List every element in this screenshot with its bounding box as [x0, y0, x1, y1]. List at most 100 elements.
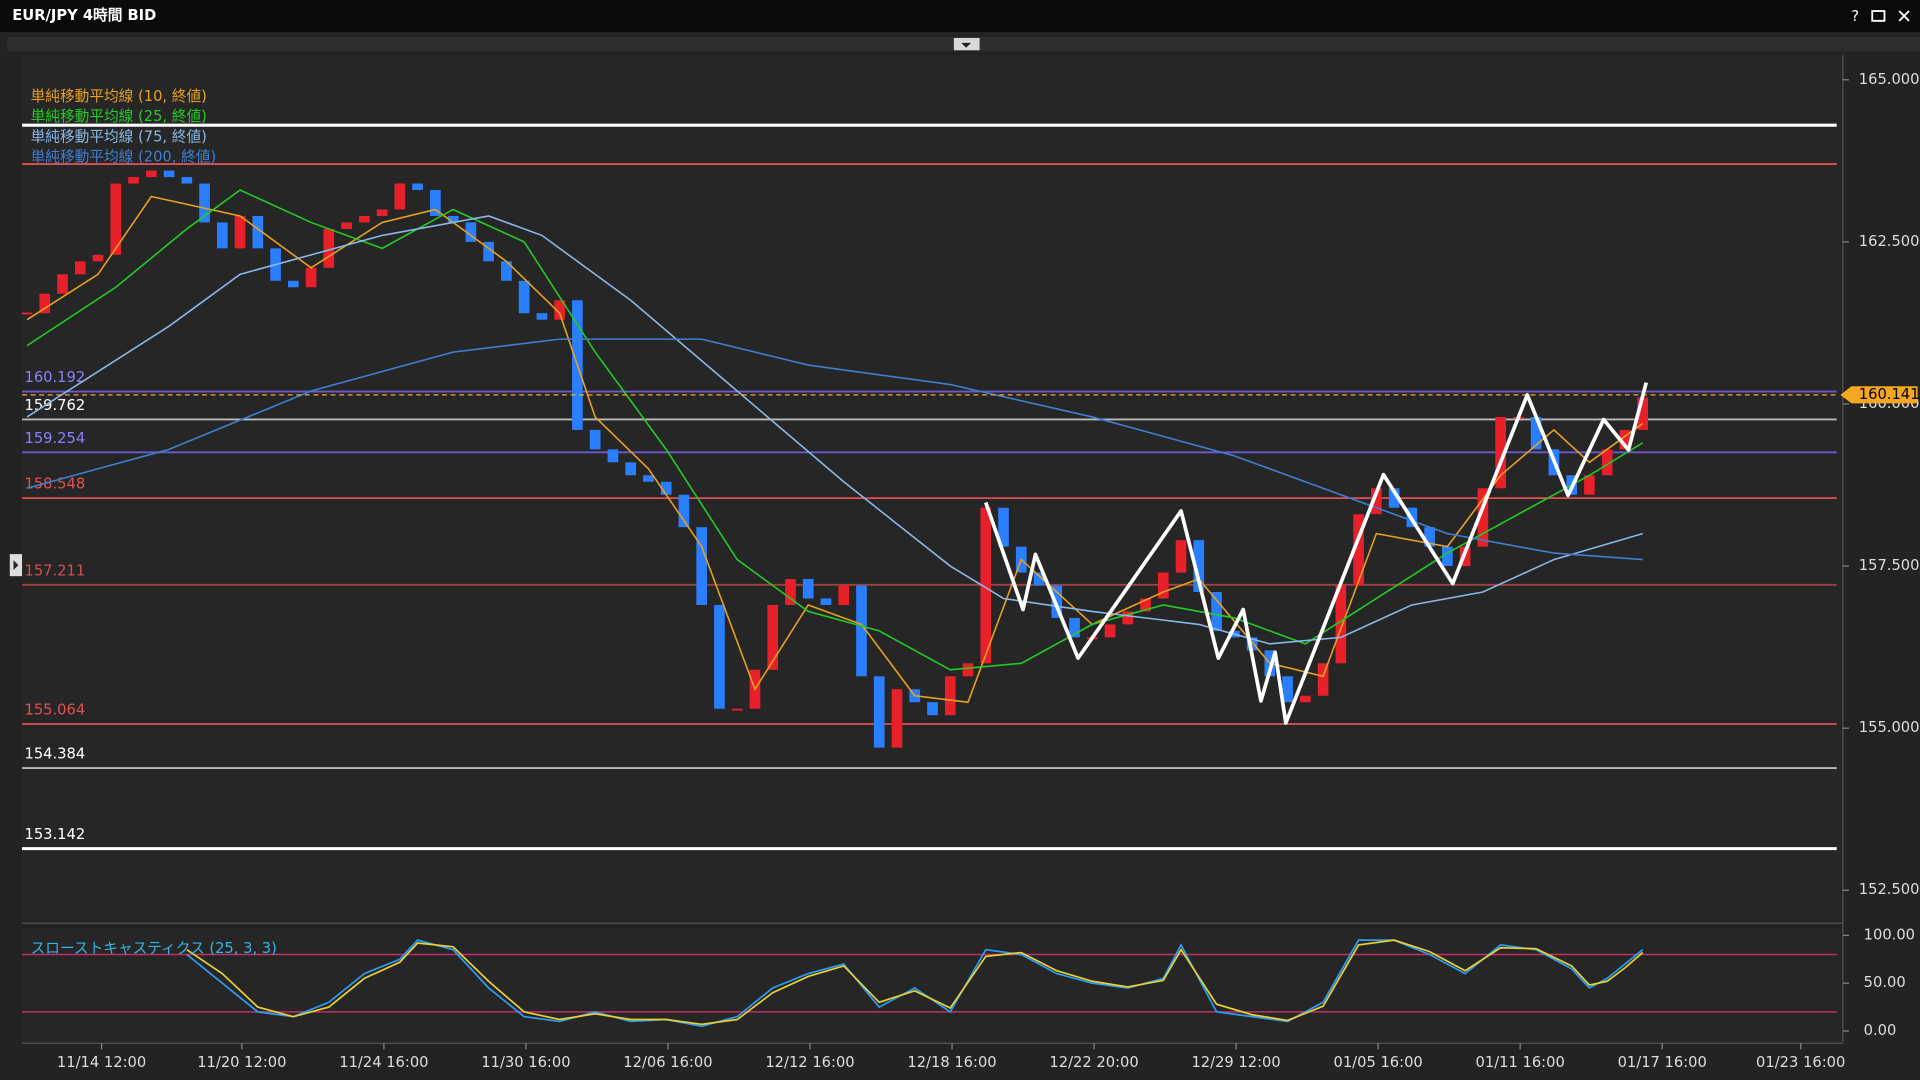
candle: [483, 241, 494, 262]
candle: [1477, 488, 1489, 547]
candle: [199, 183, 210, 223]
legend-entry: 単純移動平均線 (25, 終値): [31, 108, 207, 125]
x-tick-label: 11/24 16:00: [339, 1054, 428, 1071]
candle: [962, 663, 974, 677]
candle: [891, 689, 903, 748]
candle: [660, 481, 672, 495]
candle: [1211, 591, 1222, 631]
candle: [1335, 585, 1347, 664]
level-label: 154.384: [24, 746, 85, 763]
candle: [1193, 540, 1205, 592]
moving-average: [26, 215, 1643, 645]
candle: [1246, 637, 1258, 651]
candle: [696, 527, 708, 605]
candle: [1637, 397, 1649, 430]
moving-average: [26, 195, 1644, 704]
x-tick-label: 11/20 12:00: [197, 1054, 286, 1071]
candle: [1530, 416, 1542, 450]
candle: [1300, 695, 1311, 703]
close-button[interactable]: [1898, 10, 1910, 22]
y-tick-label: 152.500: [1859, 881, 1920, 898]
candle: [145, 170, 157, 178]
candle: [1069, 617, 1080, 638]
x-tick-label: 01/17 16:00: [1618, 1054, 1707, 1071]
candle: [305, 267, 317, 288]
candle: [216, 222, 228, 249]
candle: [678, 494, 690, 528]
candle: [731, 708, 743, 711]
candle: [394, 183, 406, 210]
x-tick-label: 01/23 16:00: [1756, 1054, 1845, 1071]
candle: [234, 215, 246, 249]
plot-layer: 165.000162.500160.000157.500155.000152.5…: [21, 71, 1920, 1071]
price-panel: [22, 55, 1843, 920]
candle: [39, 293, 51, 314]
candle: [74, 261, 86, 275]
x-tick-label: 12/29 12:00: [1191, 1054, 1280, 1071]
x-tick-label: 12/18 16:00: [907, 1054, 996, 1071]
y-tick-label: 165.000: [1859, 71, 1920, 88]
candle: [1353, 514, 1364, 586]
candle: [554, 300, 565, 320]
moving-average: [26, 338, 1643, 561]
candle: [430, 190, 441, 216]
side-toggle-arrow: [13, 560, 19, 571]
last-price-box: [1840, 386, 1918, 404]
level-label: 158.548: [24, 476, 85, 493]
title-bar: [0, 0, 1920, 32]
candle: [1424, 527, 1435, 547]
candle: [536, 313, 548, 320]
candle: [376, 209, 388, 216]
zigzag-drawing: [984, 382, 1649, 725]
stochastic-line: [186, 939, 1644, 1028]
y-tick-label: 0.00: [1864, 1022, 1897, 1039]
candle: [518, 280, 530, 314]
candle: [873, 676, 885, 748]
candle: [1584, 475, 1595, 495]
candle: [1033, 572, 1045, 586]
candle: [802, 579, 814, 599]
last-price-label: 160.141: [1859, 386, 1920, 403]
stochastic-line: [186, 939, 1644, 1026]
candle: [465, 222, 477, 242]
legend-entry: 単純移動平均線 (10, 終値): [31, 88, 207, 105]
level-label: 153.142: [24, 826, 85, 843]
x-tick-label: 12/22 20:00: [1049, 1054, 1138, 1071]
candle: [288, 280, 299, 288]
candle: [1122, 611, 1134, 625]
candle: [998, 507, 1009, 547]
x-tick-label: 12/06 16:00: [623, 1054, 712, 1071]
candle: [501, 261, 512, 281]
level-label: 157.211: [24, 562, 85, 579]
candle: [1619, 429, 1631, 450]
candle: [1388, 488, 1400, 508]
candle: [323, 228, 335, 268]
candle: [181, 177, 193, 184]
candle: [767, 604, 779, 670]
x-tick-label: 12/12 16:00: [765, 1054, 854, 1071]
candle: [625, 462, 636, 476]
help-button[interactable]: ?: [1851, 8, 1859, 25]
legend-entry: 単純移動平均線 (75, 終値): [31, 128, 207, 145]
candle: [128, 177, 139, 184]
level-label: 160.192: [24, 369, 85, 386]
candle: [1104, 624, 1116, 638]
candle: [856, 585, 867, 677]
candle: [944, 676, 956, 716]
y-tick-label: 155.000: [1859, 719, 1920, 736]
candle: [412, 183, 423, 191]
maximize-button[interactable]: [1871, 10, 1886, 22]
dropdown-arrow: [961, 42, 972, 48]
moving-average: [26, 189, 1644, 671]
candle: [57, 274, 68, 294]
candle: [1317, 663, 1329, 696]
window-title: EUR/JPY 4時間 BID: [12, 6, 156, 24]
candle: [820, 598, 832, 605]
level-label: 155.064: [24, 702, 85, 719]
candle: [341, 222, 352, 229]
candle: [1442, 546, 1453, 567]
candle: [1601, 449, 1613, 476]
candle: [92, 254, 104, 262]
